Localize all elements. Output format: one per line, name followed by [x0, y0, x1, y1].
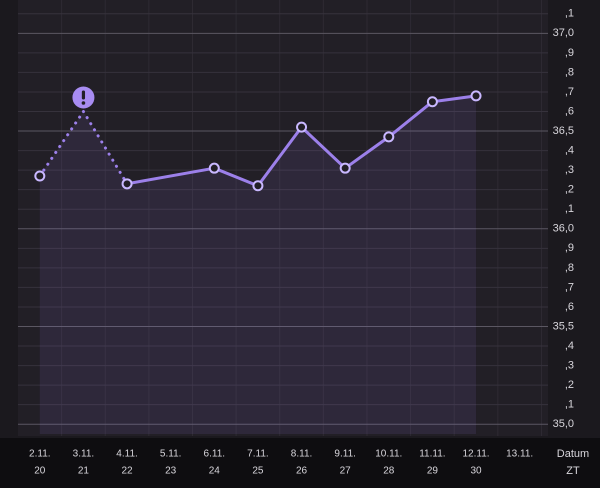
line-segment — [256, 125, 304, 188]
x-date-label: 11.11. — [419, 449, 445, 460]
y-tick-label: 37,0 — [553, 27, 574, 39]
x-tick-label: 22 — [121, 466, 133, 477]
y-tick-label: ,9 — [565, 47, 574, 59]
y-tick-label: ,7 — [565, 281, 574, 293]
y-tick-label: ,1 — [565, 399, 574, 411]
x-axis-title: Datum — [557, 448, 589, 460]
point — [34, 170, 46, 182]
x-date-label: 7.11. — [247, 449, 269, 460]
line-segment — [125, 166, 216, 186]
y-tick-label: ,4 — [565, 144, 574, 156]
x-tick-label: 23 — [165, 466, 177, 477]
x-tick-label: 20 — [34, 466, 46, 477]
x-date-label: 5.11. — [160, 449, 182, 460]
x2-axis-title: ZT — [566, 465, 580, 477]
x-tick-label: 30 — [470, 466, 482, 477]
y-tick-label: 36,0 — [553, 223, 574, 235]
x-tick-label: 28 — [383, 466, 395, 477]
point — [339, 162, 351, 174]
point — [470, 90, 482, 102]
x-tick-label: 27 — [340, 466, 352, 477]
y-tick-label: ,3 — [565, 359, 574, 371]
line-segment — [212, 166, 260, 188]
y-tick-label: 35,0 — [553, 418, 574, 430]
x-tick-label: 29 — [427, 466, 439, 477]
line-segment-excluded — [38, 110, 85, 178]
line-segment — [387, 100, 434, 139]
point — [208, 162, 220, 174]
y-tick-label: ,3 — [565, 164, 574, 176]
y-tick-label: ,8 — [565, 262, 574, 274]
line-segment — [343, 135, 391, 170]
x-date-label: 2.11. — [29, 449, 51, 460]
x-date-label: 8.11. — [291, 449, 313, 460]
y-tick-label: ,6 — [565, 105, 574, 117]
y-tick-label: 36,5 — [553, 125, 574, 137]
y-tick-label: ,9 — [565, 242, 574, 254]
x-axis-band — [0, 438, 600, 488]
excluded-point — [72, 86, 95, 109]
y-tick-label: 35,5 — [553, 320, 574, 332]
x-date-label: 12.11. — [462, 449, 489, 460]
line-segment — [430, 94, 478, 104]
x-tick-label: 26 — [296, 466, 308, 477]
x-date-label: 10.11. — [375, 449, 402, 460]
line-segment — [300, 125, 347, 170]
y-tick-label: ,8 — [565, 66, 574, 78]
y-tick-label: ,7 — [565, 86, 574, 98]
x-date-label: 4.11. — [116, 449, 138, 460]
x-tick-label: 25 — [252, 466, 264, 477]
point — [426, 96, 438, 108]
point — [252, 180, 264, 192]
x-date-label: 3.11. — [73, 449, 95, 460]
exclamation-bar — [81, 90, 86, 100]
x-date-label: 6.11. — [204, 449, 226, 460]
y-tick-label: ,1 — [565, 203, 574, 215]
y-tick-label: ,2 — [565, 184, 574, 196]
y-tick-label: ,2 — [565, 379, 574, 391]
x-tick-label: 21 — [78, 466, 90, 477]
point — [121, 178, 133, 190]
x-tick-label: 24 — [209, 466, 221, 477]
point — [383, 131, 395, 143]
y-tick-label: ,4 — [565, 340, 574, 352]
line-segment-excluded — [81, 110, 129, 186]
y-tick-label: ,1 — [565, 8, 574, 20]
x-date-label: 9.11. — [334, 449, 356, 460]
exclamation-dot — [81, 101, 86, 105]
x-date-label: 13.11. — [506, 449, 533, 460]
y-tick-label: ,6 — [565, 301, 574, 313]
point — [296, 121, 308, 133]
